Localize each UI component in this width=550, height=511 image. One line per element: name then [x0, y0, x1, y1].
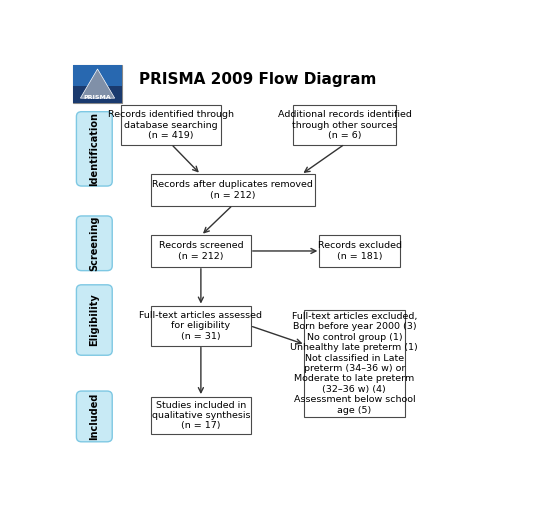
Text: PRISMA 2009 Flow Diagram: PRISMA 2009 Flow Diagram	[139, 72, 376, 86]
FancyBboxPatch shape	[304, 310, 405, 416]
FancyBboxPatch shape	[151, 397, 251, 434]
Polygon shape	[80, 69, 115, 98]
FancyBboxPatch shape	[293, 105, 396, 145]
Text: Full-text articles assessed
for eligibility
(n = 31): Full-text articles assessed for eligibil…	[139, 311, 262, 341]
Text: Additional records identified
through other sources
(n = 6): Additional records identified through ot…	[278, 110, 412, 140]
FancyBboxPatch shape	[319, 235, 400, 267]
FancyBboxPatch shape	[76, 285, 112, 355]
FancyBboxPatch shape	[151, 306, 251, 346]
FancyBboxPatch shape	[73, 65, 122, 86]
FancyBboxPatch shape	[151, 174, 315, 206]
Text: Screening: Screening	[89, 216, 100, 271]
Text: Records screened
(n = 212): Records screened (n = 212)	[158, 242, 243, 261]
Text: Studies included in
qualitative synthesis
(n = 17): Studies included in qualitative synthesi…	[152, 401, 250, 430]
FancyBboxPatch shape	[121, 105, 221, 145]
FancyBboxPatch shape	[73, 86, 122, 103]
Text: PRISMA: PRISMA	[84, 95, 112, 100]
FancyBboxPatch shape	[76, 112, 112, 186]
Text: Included: Included	[89, 393, 100, 440]
FancyBboxPatch shape	[76, 216, 112, 271]
Text: Eligibility: Eligibility	[89, 294, 100, 346]
Text: Identification: Identification	[89, 112, 100, 186]
Text: Records excluded
(n = 181): Records excluded (n = 181)	[318, 242, 402, 261]
FancyBboxPatch shape	[76, 391, 112, 442]
FancyBboxPatch shape	[151, 235, 251, 267]
Text: Records identified through
database searching
(n = 419): Records identified through database sear…	[108, 110, 234, 140]
FancyBboxPatch shape	[73, 65, 122, 103]
Text: Full-text articles excluded,
Born before year 2000 (3)
No control group (1)
Unhe: Full-text articles excluded, Born before…	[290, 312, 418, 414]
Text: Records after duplicates removed
(n = 212): Records after duplicates removed (n = 21…	[152, 180, 314, 200]
